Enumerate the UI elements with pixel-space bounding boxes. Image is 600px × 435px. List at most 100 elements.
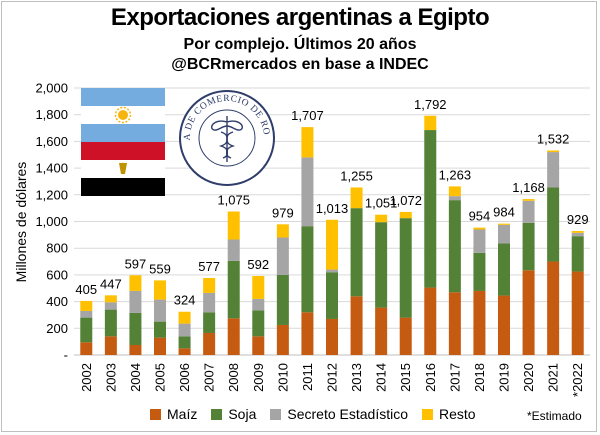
bar-segment-maiz [350,296,363,355]
legend-swatch [270,408,282,420]
bar-segment-resto [547,150,560,153]
bar-segment-soja [227,260,240,319]
x-tick-label: 2008 [226,363,241,392]
bar-segment-resto [80,300,93,311]
x-tick-label: 2011 [300,363,315,391]
bar-segment-soja [154,321,166,338]
total-label: 1,168 [512,180,545,195]
y-axis-label: Millones de dólares [13,162,29,283]
bar-segment-secreto [252,298,265,311]
x-tick-label: *2022 [570,363,585,397]
bar-segment-maiz [178,348,191,355]
x-tick-label: 2007 [202,363,217,392]
total-label: 1,532 [537,131,570,146]
bar-segment-resto [104,295,117,303]
bar-segment-resto [129,275,142,291]
y-tick-label: 1,600 [35,134,68,149]
total-label: 447 [100,276,122,291]
x-axis-ticks: 2002 2003 2004 2005 2006 2007 2008 2009 2010 2011… [79,363,585,397]
y-axis-ticks: - 200 400 600 800 1,000 1,200 1,400 1,600 1,800 2,… [35,81,68,363]
bar-segment-secreto [276,237,289,275]
bar-segment-soja [498,243,510,296]
y-tick-label: 600 [46,267,68,282]
bar-segment-maiz [399,317,412,355]
chart-legend: Maíz Soja Secreto Estadístico Resto [150,405,490,423]
legend-label: Maíz [167,406,198,422]
x-tick-label: 2013 [349,363,364,392]
bar-segment-secreto [547,152,560,188]
bar-segment-resto [178,311,191,324]
total-label: 324 [174,293,196,308]
x-tick-label: 2002 [79,363,94,392]
bar-segment-maiz [154,337,166,355]
total-label: 405 [75,282,97,297]
total-label: 597 [125,256,147,271]
x-tick-label: 2017 [447,363,462,392]
bar-segment-resto [350,187,363,209]
y-tick-label: - [64,348,68,363]
bar-segment-maiz [547,261,560,355]
x-tick-label: 2006 [177,363,192,392]
bar-segment-maiz [448,292,461,355]
y-tick-label: 1,200 [35,187,68,202]
bar-segment-maiz [129,344,142,355]
x-tick-label: 2016 [423,363,438,392]
bar-segment-maiz [227,318,240,355]
bar-segment-resto [399,211,412,219]
bar-segment-secreto [227,239,240,261]
bar-segment-maiz [571,271,584,355]
total-label: 1,075 [217,192,250,207]
chart-source: @BCRmercados en base a INDEC [171,56,429,73]
bar-segment-soja [350,208,363,297]
x-tick-label: 2014 [374,363,389,392]
bar-segment-resto [203,277,216,293]
bar-segment-maiz [522,270,535,355]
x-tick-label: 2021 [546,363,561,392]
bar-segment-maiz [203,332,216,355]
bar-segment-secreto [178,323,191,337]
y-tick-label: 400 [46,294,68,309]
legend-swatch [150,408,161,420]
bar-segment-secreto [448,196,461,201]
bar-segment-soja [424,130,437,288]
egypt-flag-icon [81,142,165,196]
bar-segment-soja [80,317,93,343]
total-label: 954 [469,209,491,224]
bar-segment-maiz [80,342,93,355]
y-tick-label: 2,000 [35,81,68,96]
total-label: 1,707 [291,108,324,123]
bar-segment-maiz [498,295,510,355]
y-tick-label: 200 [46,321,68,336]
bar-segment-secreto [326,269,338,273]
bar-segment-secreto [571,232,584,237]
bar-segment-soja [547,187,560,262]
footnote: *Estimado [527,409,582,423]
x-tick-label: 2012 [325,363,340,392]
bar-segment-soja [399,218,412,318]
total-label: 577 [198,259,220,274]
bar-segment-secreto [104,302,117,310]
bar-segment-resto [326,219,338,270]
bar-segment-soja [252,310,265,337]
chart-subtitle: Por complejo. Últimos 20 años [183,36,417,53]
legend-swatch [211,408,223,420]
bar-segment-soja [326,272,338,319]
legend-item-maiz: Maíz [150,406,197,422]
total-label: 1,255 [340,168,373,183]
legend-label: Secreto Estadístico [287,406,408,422]
bar-segment-soja [473,252,486,291]
y-tick-label: 1,800 [35,107,68,122]
total-label: 984 [493,205,515,220]
bar-segment-soja [571,236,584,272]
bar-segment-maiz [276,324,289,355]
bar-segment-secreto [301,157,314,227]
bar-segment-resto [424,115,437,131]
legend-label: Resto [439,406,476,422]
bar-segment-soja [104,309,117,337]
x-tick-label: 2003 [103,363,118,392]
total-label: 929 [567,212,589,227]
x-tick-label: 2018 [472,363,487,392]
x-tick-label: 2019 [497,363,512,392]
